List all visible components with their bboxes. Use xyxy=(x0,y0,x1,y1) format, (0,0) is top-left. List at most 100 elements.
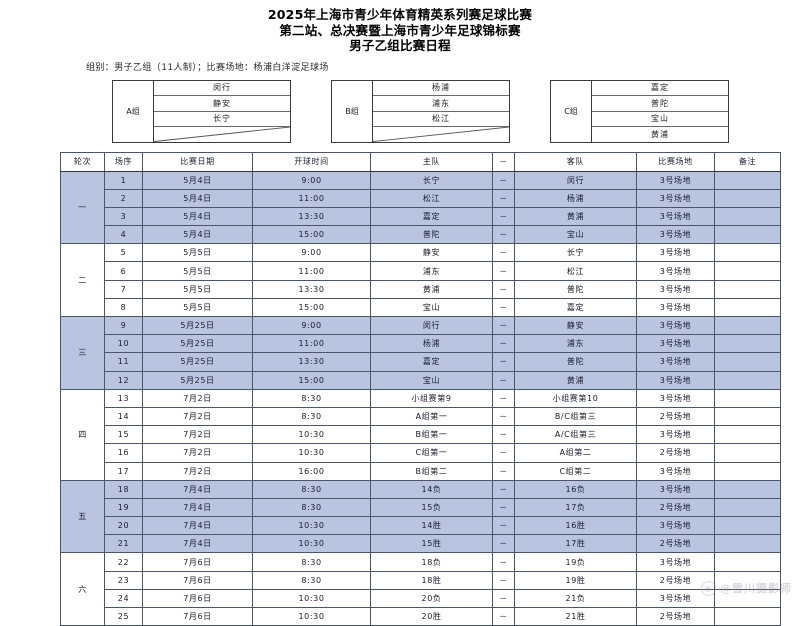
away-team-cell: 17胜 xyxy=(515,535,637,553)
home-team-cell: A组第一 xyxy=(371,407,493,425)
separator-cell: － xyxy=(493,407,515,425)
match-date-cell: 7月6日 xyxy=(143,589,253,607)
separator-cell: － xyxy=(493,226,515,244)
kickoff-time-cell: 10:30 xyxy=(253,535,371,553)
group-b-team-2: 浦东 xyxy=(373,96,509,112)
home-team-cell: 闵行 xyxy=(371,317,493,335)
group-a-team-4-empty xyxy=(154,127,290,142)
match-order-cell: 10 xyxy=(105,335,143,353)
kickoff-time-cell: 8:30 xyxy=(253,498,371,516)
group-c-team-2: 普陀 xyxy=(592,96,728,112)
match-date-cell: 5月5日 xyxy=(143,262,253,280)
venue-cell: 3号场地 xyxy=(637,517,715,535)
venue-cell: 3号场地 xyxy=(637,371,715,389)
venue-cell: 2号场地 xyxy=(637,535,715,553)
match-order-cell: 8 xyxy=(105,298,143,316)
note-cell xyxy=(715,244,781,262)
note-cell xyxy=(715,298,781,316)
away-team-cell: 19胜 xyxy=(515,571,637,589)
header-away: 客队 xyxy=(515,152,637,171)
kickoff-time-cell: 13:30 xyxy=(253,280,371,298)
separator-cell: － xyxy=(493,480,515,498)
page-title-line-3: 男子乙组比赛日程 xyxy=(0,38,800,54)
home-team-cell: 小组赛第9 xyxy=(371,389,493,407)
note-cell xyxy=(715,589,781,607)
kickoff-time-cell: 8:30 xyxy=(253,571,371,589)
group-c-label: C组 xyxy=(551,81,592,142)
home-team-cell: 浦东 xyxy=(371,262,493,280)
title-block: 2025年上海市青少年体育精英系列赛足球比赛 第二站、总决赛暨上海市青少年足球锦… xyxy=(0,0,800,54)
away-team-cell: 16负 xyxy=(515,480,637,498)
note-cell xyxy=(715,535,781,553)
round-label-cell: 四 xyxy=(61,389,105,480)
home-team-cell: 松江 xyxy=(371,189,493,207)
separator-cell: － xyxy=(493,426,515,444)
kickoff-time-cell: 10:30 xyxy=(253,426,371,444)
diagonal-strike-icon xyxy=(154,127,290,142)
match-date-cell: 7月4日 xyxy=(143,498,253,516)
header-date: 比赛日期 xyxy=(143,152,253,171)
kickoff-time-cell: 9:00 xyxy=(253,171,371,189)
match-order-cell: 16 xyxy=(105,444,143,462)
note-cell xyxy=(715,171,781,189)
away-team-cell: A/C组第三 xyxy=(515,426,637,444)
away-team-cell: 浦东 xyxy=(515,335,637,353)
separator-cell: － xyxy=(493,298,515,316)
kickoff-time-cell: 8:30 xyxy=(253,407,371,425)
group-b-label: B组 xyxy=(332,81,373,142)
match-date-cell: 5月25日 xyxy=(143,317,253,335)
note-cell xyxy=(715,462,781,480)
note-cell xyxy=(715,317,781,335)
kickoff-time-cell: 8:30 xyxy=(253,389,371,407)
kickoff-time-cell: 15:00 xyxy=(253,298,371,316)
home-team-cell: 14负 xyxy=(371,480,493,498)
header-order: 场序 xyxy=(105,152,143,171)
match-order-cell: 18 xyxy=(105,480,143,498)
note-cell xyxy=(715,480,781,498)
note-cell xyxy=(715,498,781,516)
away-team-cell: 普陀 xyxy=(515,353,637,371)
note-cell xyxy=(715,608,781,626)
note-cell xyxy=(715,553,781,571)
separator-cell: － xyxy=(493,498,515,516)
venue-cell: 3号场地 xyxy=(637,244,715,262)
match-order-cell: 12 xyxy=(105,371,143,389)
note-cell xyxy=(715,207,781,225)
home-team-cell: 14胜 xyxy=(371,517,493,535)
note-cell xyxy=(715,517,781,535)
away-team-cell: 黄浦 xyxy=(515,207,637,225)
match-date-cell: 7月4日 xyxy=(143,480,253,498)
away-team-cell: 长宁 xyxy=(515,244,637,262)
group-c-teams: 嘉定 普陀 宝山 黄浦 xyxy=(592,81,728,142)
note-cell xyxy=(715,407,781,425)
match-date-cell: 7月2日 xyxy=(143,444,253,462)
group-a-team-3: 长宁 xyxy=(154,112,290,128)
round-label-cell: 一 xyxy=(61,171,105,244)
match-order-cell: 7 xyxy=(105,280,143,298)
separator-cell: － xyxy=(493,317,515,335)
note-cell xyxy=(715,262,781,280)
match-order-cell: 13 xyxy=(105,389,143,407)
group-b-teams: 杨浦 浦东 松江 xyxy=(373,81,509,142)
subtitle-info: 组别：男子乙组（11人制）；比赛场地：杨浦白洋淀足球场 xyxy=(86,60,800,73)
separator-cell: － xyxy=(493,371,515,389)
group-boxes: A组 闵行 静安 长宁 B组 杨浦 浦东 松江 xyxy=(0,80,800,146)
home-team-cell: C组第一 xyxy=(371,444,493,462)
note-cell xyxy=(715,426,781,444)
away-team-cell: A组第二 xyxy=(515,444,637,462)
venue-cell: 2号场地 xyxy=(637,407,715,425)
kickoff-time-cell: 13:30 xyxy=(253,207,371,225)
match-date-cell: 5月25日 xyxy=(143,353,253,371)
match-order-cell: 11 xyxy=(105,353,143,371)
